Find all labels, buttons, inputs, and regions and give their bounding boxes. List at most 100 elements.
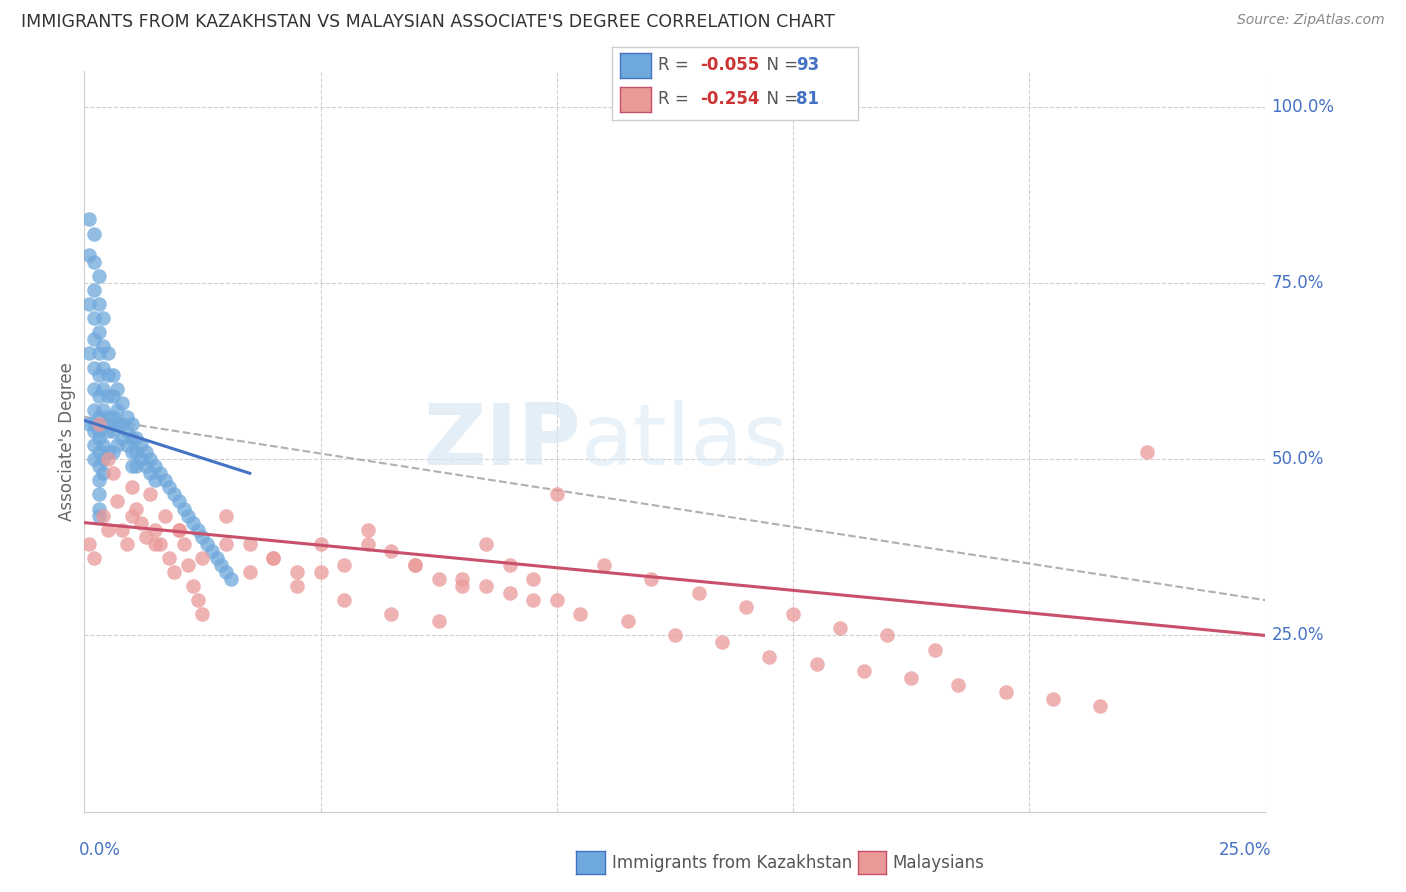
Point bbox=[87, 487, 110, 501]
Point bbox=[97, 452, 120, 467]
Point bbox=[205, 550, 228, 565]
Point bbox=[451, 572, 474, 586]
Point bbox=[83, 438, 105, 452]
Point bbox=[83, 311, 105, 326]
Point bbox=[522, 593, 544, 607]
Point bbox=[87, 297, 110, 311]
Point bbox=[167, 494, 190, 508]
Point bbox=[101, 389, 124, 403]
Point bbox=[498, 558, 520, 572]
Point bbox=[101, 368, 124, 382]
Point bbox=[77, 537, 100, 551]
Point bbox=[91, 467, 114, 481]
Point bbox=[149, 537, 172, 551]
Point bbox=[125, 431, 148, 445]
Point bbox=[121, 417, 143, 431]
Point bbox=[215, 508, 238, 523]
Point bbox=[125, 445, 148, 459]
Point bbox=[546, 593, 568, 607]
Point bbox=[101, 424, 124, 438]
Text: 0.0%: 0.0% bbox=[79, 841, 121, 859]
Text: 25.0%: 25.0% bbox=[1271, 626, 1324, 644]
Point bbox=[173, 501, 195, 516]
Point bbox=[129, 452, 152, 467]
Point bbox=[77, 248, 100, 262]
Point bbox=[357, 523, 380, 537]
Text: -0.254: -0.254 bbox=[700, 90, 759, 108]
Point bbox=[153, 508, 176, 523]
Point bbox=[616, 615, 638, 629]
Point bbox=[380, 607, 402, 622]
Point bbox=[101, 409, 124, 424]
Point bbox=[87, 459, 110, 474]
Text: Malaysians: Malaysians bbox=[893, 854, 984, 871]
Point bbox=[876, 628, 898, 642]
Text: N =: N = bbox=[756, 56, 804, 74]
Text: 50.0%: 50.0% bbox=[1271, 450, 1323, 468]
Point bbox=[83, 417, 105, 431]
Point bbox=[87, 417, 110, 431]
Point bbox=[121, 508, 143, 523]
Point bbox=[135, 459, 157, 474]
Point bbox=[239, 537, 262, 551]
Point bbox=[167, 523, 190, 537]
Point bbox=[83, 382, 105, 396]
Text: IMMIGRANTS FROM KAZAKHSTAN VS MALAYSIAN ASSOCIATE'S DEGREE CORRELATION CHART: IMMIGRANTS FROM KAZAKHSTAN VS MALAYSIAN … bbox=[21, 13, 835, 31]
Point bbox=[107, 494, 129, 508]
Point bbox=[83, 424, 105, 438]
Point bbox=[91, 438, 114, 452]
Point bbox=[191, 530, 214, 544]
Point bbox=[87, 445, 110, 459]
Point bbox=[215, 537, 238, 551]
Point bbox=[83, 283, 105, 297]
Point bbox=[87, 325, 110, 339]
Text: 100.0%: 100.0% bbox=[1271, 97, 1334, 116]
Point bbox=[404, 558, 426, 572]
Point bbox=[77, 346, 100, 360]
Text: 93: 93 bbox=[796, 56, 820, 74]
Point bbox=[948, 678, 970, 692]
Point bbox=[101, 445, 124, 459]
Point bbox=[125, 501, 148, 516]
Point bbox=[711, 635, 734, 649]
Point bbox=[163, 565, 186, 579]
Point bbox=[97, 368, 120, 382]
Point bbox=[734, 600, 756, 615]
Y-axis label: Associate's Degree: Associate's Degree bbox=[58, 362, 76, 521]
Point bbox=[262, 550, 284, 565]
Point bbox=[593, 558, 616, 572]
Text: -0.055: -0.055 bbox=[700, 56, 759, 74]
Point bbox=[121, 459, 143, 474]
Point bbox=[239, 565, 262, 579]
Point bbox=[87, 368, 110, 382]
Point bbox=[830, 621, 852, 635]
Text: R =: R = bbox=[658, 90, 695, 108]
Point bbox=[201, 544, 224, 558]
Point bbox=[157, 480, 180, 494]
Point bbox=[191, 607, 214, 622]
Point bbox=[83, 452, 105, 467]
Point bbox=[475, 579, 498, 593]
Point bbox=[91, 452, 114, 467]
Point bbox=[195, 537, 218, 551]
Point bbox=[546, 487, 568, 501]
Point bbox=[77, 297, 100, 311]
Point bbox=[143, 537, 166, 551]
Point bbox=[209, 558, 232, 572]
Point bbox=[143, 523, 166, 537]
Point bbox=[191, 550, 214, 565]
Point bbox=[77, 212, 100, 227]
Point bbox=[111, 431, 134, 445]
Point bbox=[569, 607, 592, 622]
Point bbox=[139, 467, 162, 481]
Point bbox=[91, 402, 114, 417]
Point bbox=[333, 558, 356, 572]
Point bbox=[262, 550, 284, 565]
Point bbox=[427, 572, 450, 586]
Point bbox=[129, 516, 152, 530]
Point bbox=[143, 473, 166, 487]
Point bbox=[91, 382, 114, 396]
Point bbox=[149, 467, 172, 481]
Point bbox=[357, 537, 380, 551]
Point bbox=[87, 346, 110, 360]
